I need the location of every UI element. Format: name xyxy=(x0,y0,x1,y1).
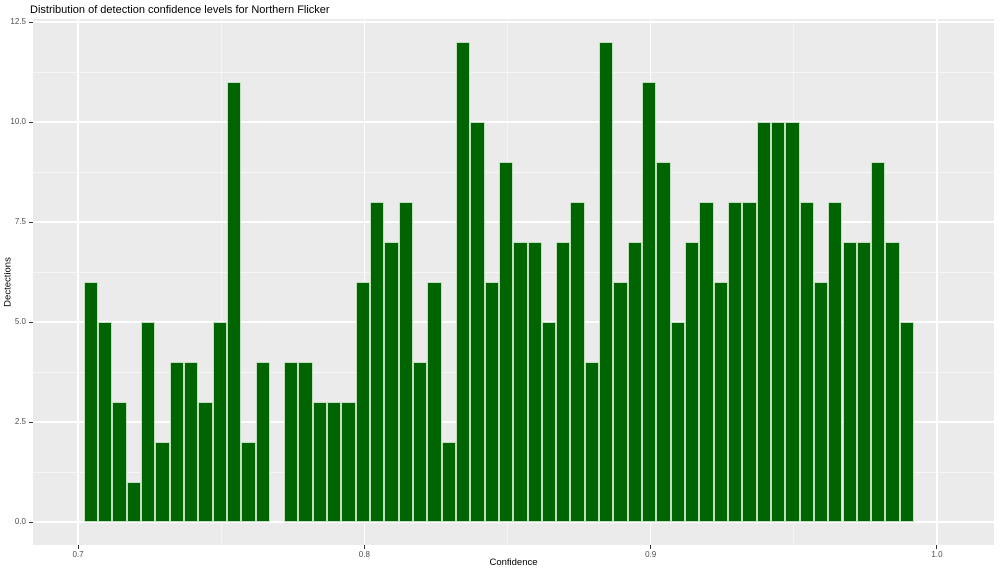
x-tick-label: 0.8 xyxy=(358,550,370,559)
x-tick-label: 1.0 xyxy=(931,550,943,559)
histogram-bar xyxy=(183,362,199,522)
histogram-bar xyxy=(327,402,342,522)
plot-panel xyxy=(33,19,994,545)
y-tick-mark xyxy=(29,421,33,423)
y-gridline-major xyxy=(33,21,994,23)
y-tick-label: 12.5 xyxy=(10,17,26,26)
x-gridline-major xyxy=(77,19,79,545)
x-gridline-minor xyxy=(220,19,222,545)
x-axis-title: Confidence xyxy=(489,557,538,568)
histogram-bar xyxy=(126,482,141,522)
histogram-bar xyxy=(899,322,915,522)
histogram-bar xyxy=(613,282,628,522)
histogram-bar xyxy=(255,362,270,522)
y-tick-mark xyxy=(29,321,33,323)
histogram-bar xyxy=(527,242,542,522)
histogram-bar xyxy=(384,242,399,522)
y-tick-label: 7.5 xyxy=(14,217,26,226)
x-tick-mark xyxy=(77,545,79,549)
histogram-bar xyxy=(670,322,686,522)
histogram-bar xyxy=(599,42,614,522)
x-tick-mark xyxy=(363,545,365,549)
histogram-bar xyxy=(498,162,514,522)
histogram-bar xyxy=(198,402,213,522)
histogram-bar xyxy=(312,402,328,522)
histogram-bar xyxy=(584,362,600,522)
plot-title: Distribution of detection confidence lev… xyxy=(30,4,330,16)
histogram-bar xyxy=(828,202,843,522)
histogram-bar xyxy=(813,282,829,522)
histogram-bar xyxy=(441,442,456,522)
histogram-bar xyxy=(556,242,571,522)
histogram-bar xyxy=(656,162,671,522)
histogram-bar xyxy=(799,202,814,522)
histogram-bar xyxy=(470,122,485,522)
y-gridline-major xyxy=(33,121,994,123)
histogram-bar xyxy=(413,362,428,522)
y-axis-title: Dectections xyxy=(2,257,14,307)
histogram-bar xyxy=(341,402,356,522)
histogram-bar xyxy=(155,442,170,522)
histogram-bar xyxy=(685,242,700,522)
y-tick-label: 5.0 xyxy=(14,317,26,326)
x-tick-mark xyxy=(936,545,938,549)
y-tick-mark xyxy=(29,121,33,123)
histogram-bar xyxy=(627,242,643,522)
y-tick-label: 2.5 xyxy=(14,417,26,426)
histogram-bar xyxy=(727,202,743,522)
histogram-bar xyxy=(756,122,771,522)
histogram-bar xyxy=(98,322,113,522)
histogram-bar xyxy=(770,122,786,522)
histogram-bar xyxy=(212,322,227,522)
histogram-bar xyxy=(370,202,385,522)
histogram-bar xyxy=(398,202,413,522)
histogram-bar xyxy=(169,362,184,522)
histogram-bar xyxy=(570,202,585,522)
y-tick-mark xyxy=(29,21,33,23)
histogram-bar xyxy=(284,362,299,522)
x-tick-label: 0.7 xyxy=(72,550,84,559)
histogram-bar xyxy=(642,82,657,522)
histogram-bar xyxy=(484,282,499,522)
y-gridline-major xyxy=(33,221,994,223)
histogram-bar xyxy=(513,242,528,522)
y-tick-label: 10.0 xyxy=(10,117,26,126)
y-gridline-minor xyxy=(33,71,994,73)
x-gridline-major xyxy=(936,19,938,545)
histogram-bar xyxy=(226,82,242,522)
histogram-bar xyxy=(298,362,313,522)
y-tick-mark xyxy=(29,221,33,223)
y-gridline-minor xyxy=(33,171,994,173)
histogram-bar xyxy=(856,242,872,522)
histogram-bar xyxy=(427,282,442,522)
histogram-bar xyxy=(455,42,471,522)
histogram-bar xyxy=(355,282,371,522)
histogram-bar xyxy=(83,282,99,522)
histogram-bar xyxy=(541,322,557,522)
histogram-bar xyxy=(112,402,127,522)
histogram-bar xyxy=(742,202,757,522)
histogram-bar xyxy=(885,242,900,522)
histogram-bar xyxy=(241,442,256,522)
histogram-bar xyxy=(785,122,800,522)
x-tick-mark xyxy=(650,545,652,549)
histogram-bar xyxy=(699,202,714,522)
x-tick-label: 0.9 xyxy=(645,550,657,559)
histogram-bar xyxy=(140,322,156,522)
y-tick-mark xyxy=(29,521,33,523)
y-tick-label: 0.0 xyxy=(14,517,26,526)
histogram-bar xyxy=(871,162,886,522)
histogram-bar xyxy=(713,282,728,522)
histogram-bar xyxy=(842,242,857,522)
y-gridline-major xyxy=(33,521,994,523)
